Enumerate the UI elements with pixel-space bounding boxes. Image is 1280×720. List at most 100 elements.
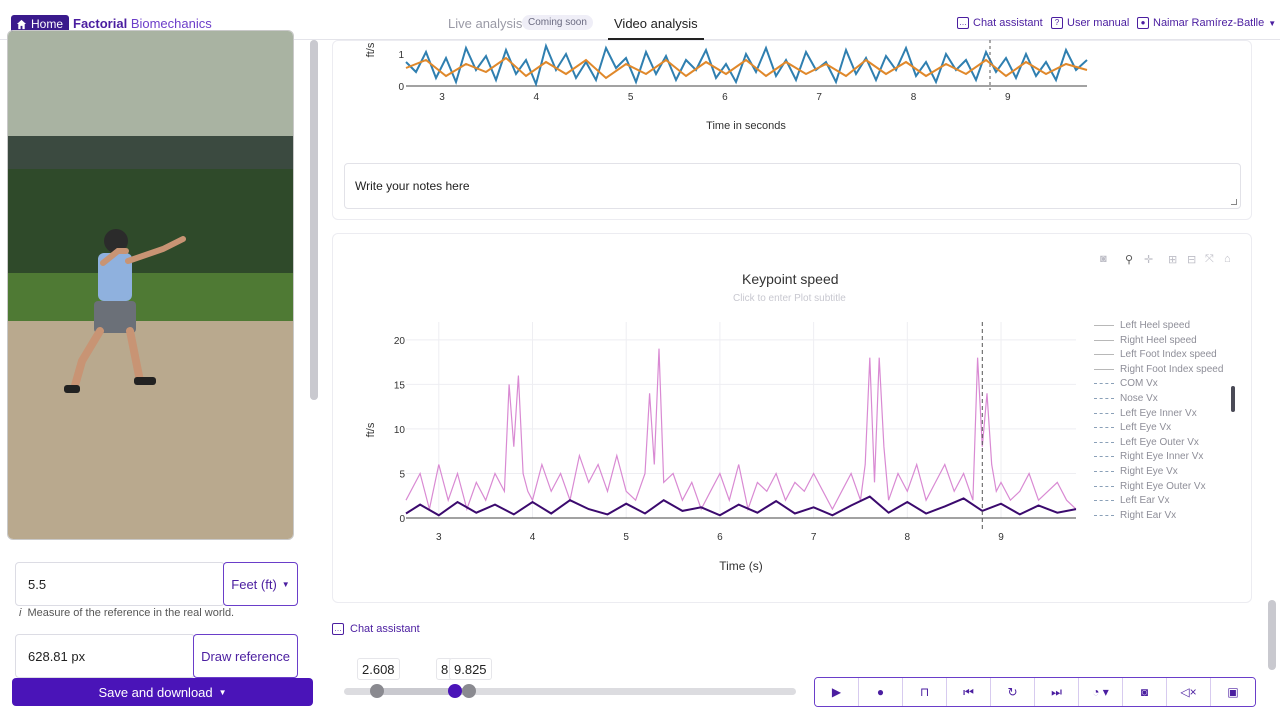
legend-label: Left Eye Outer Vx bbox=[1120, 436, 1199, 448]
chevron-down-icon: ▼ bbox=[1268, 18, 1277, 28]
legend-item[interactable]: Right Eye Inner Vx bbox=[1094, 451, 1203, 462]
legend-item[interactable]: Nose Vx bbox=[1094, 393, 1158, 404]
x-tick-label: 7 bbox=[811, 532, 817, 543]
timeline-start-handle[interactable] bbox=[370, 684, 384, 698]
user-name: Naimar Ramírez-Batlle bbox=[1153, 17, 1265, 29]
unit-select[interactable]: Feet (ft) ▼ bbox=[223, 562, 298, 606]
top-chart-series-blue bbox=[405, 42, 1088, 88]
legend-swatch bbox=[1094, 354, 1114, 356]
draw-reference-button[interactable]: Draw reference bbox=[193, 634, 298, 678]
notes-textarea[interactable]: Write your notes here bbox=[344, 163, 1241, 209]
legend-label: Left Ear Vx bbox=[1120, 495, 1170, 507]
skip-back-button[interactable]: ⏮ bbox=[947, 678, 991, 706]
legend-label: Left Foot Index speed bbox=[1120, 349, 1217, 361]
screenshot-button[interactable]: ◙ bbox=[1123, 678, 1167, 706]
video-eave bbox=[8, 136, 293, 169]
legend-swatch bbox=[1094, 456, 1114, 458]
notes-placeholder: Write your notes here bbox=[355, 179, 470, 193]
user-menu[interactable]: ● Naimar Ramírez-Batlle ▼ bbox=[1137, 17, 1276, 29]
legend-label: Right Heel speed bbox=[1120, 334, 1197, 346]
legend-swatch bbox=[1094, 485, 1114, 487]
zoom-out-icon[interactable]: ⊟ bbox=[1187, 254, 1197, 266]
video-frame[interactable] bbox=[7, 30, 294, 540]
mute-icon: ◁× bbox=[1180, 685, 1197, 699]
zoom-in-icon[interactable]: ⊞ bbox=[1168, 254, 1178, 266]
legend-item[interactable]: Left Eye Vx bbox=[1094, 422, 1171, 433]
chart-title: Keypoint speed bbox=[742, 271, 839, 287]
legend-label: Right Eye Vx bbox=[1120, 466, 1178, 477]
top-chart-xtick: 3 bbox=[439, 92, 445, 103]
legend-item[interactable]: Right Foot Index speed bbox=[1094, 364, 1223, 375]
chat-assistant-link[interactable]: … Chat assistant bbox=[957, 17, 1043, 29]
camera-icon[interactable]: ◙ bbox=[1100, 253, 1107, 265]
home-button[interactable]: Home bbox=[11, 15, 70, 33]
tab-video-analysis[interactable]: Video analysis bbox=[608, 12, 704, 40]
autoscale-icon[interactable]: ⤧ bbox=[1205, 253, 1214, 265]
legend-item[interactable]: Left Foot Index speed bbox=[1094, 349, 1217, 360]
legend-item[interactable]: Right Eye Outer Vx bbox=[1094, 481, 1206, 492]
legend-item[interactable]: Left Eye Outer Vx bbox=[1094, 437, 1199, 448]
pan-icon[interactable]: ✛ bbox=[1144, 254, 1154, 266]
top-chart-xtick: 9 bbox=[1005, 92, 1011, 103]
chat-icon: … bbox=[332, 623, 344, 635]
chart-ticks: 0 5 10 15 20 3 4 5 6 7 8 9 bbox=[394, 336, 1004, 543]
legend-item[interactable]: COM Vx bbox=[1094, 378, 1158, 389]
brand-name-a: Factorial bbox=[73, 16, 128, 31]
unlock-icon: ⊓ bbox=[919, 685, 930, 699]
timeline-track[interactable] bbox=[344, 688, 796, 695]
top-chart-xtick: 8 bbox=[911, 92, 917, 103]
legend-label: Nose Vx bbox=[1120, 393, 1158, 404]
legend-swatch bbox=[1094, 383, 1114, 385]
play-icon: ▶ bbox=[831, 685, 842, 699]
unlock-button[interactable]: ⊓ bbox=[903, 678, 947, 706]
tab-live-analysis[interactable]: Live analysis bbox=[448, 16, 523, 31]
help-icon: ? bbox=[1051, 17, 1063, 29]
legend-swatch bbox=[1094, 441, 1114, 443]
x-tick-label: 6 bbox=[717, 532, 723, 543]
replay-button[interactable]: ↻ bbox=[991, 678, 1035, 706]
keypoint-speed-chart[interactable]: 0 5 10 15 20 3 4 5 6 7 8 9 ft/s Time (s) bbox=[360, 318, 1090, 580]
info-icon: i bbox=[19, 607, 22, 619]
record-icon: ● bbox=[876, 685, 885, 699]
legend-label: Right Ear Vx bbox=[1120, 509, 1177, 521]
chat-assistant-bottom[interactable]: … Chat assistant bbox=[332, 623, 420, 635]
record-button[interactable]: ● bbox=[859, 678, 903, 706]
picture-in-picture-button[interactable]: ▣ bbox=[1211, 678, 1255, 706]
legend-scrollbar[interactable] bbox=[1231, 386, 1235, 412]
legend-item[interactable]: Right Ear Vx bbox=[1094, 510, 1176, 521]
playback-speed-button[interactable]: ◔ ▾ bbox=[1079, 678, 1123, 706]
mute-button[interactable]: ◁× bbox=[1167, 678, 1211, 706]
right-scrollbar[interactable] bbox=[1268, 600, 1276, 670]
user-manual-link[interactable]: ? User manual bbox=[1051, 17, 1129, 29]
reference-measure-input[interactable]: 5.5 bbox=[15, 562, 225, 606]
save-and-download-button[interactable]: Save and download ▼ bbox=[12, 678, 313, 706]
legend-label: Left Eye Inner Vx bbox=[1120, 407, 1197, 419]
user-icon: ● bbox=[1137, 17, 1149, 29]
resize-handle-icon[interactable] bbox=[1231, 199, 1237, 205]
chart-subtitle[interactable]: Click to enter Plot subtitle bbox=[733, 293, 846, 304]
left-scrollbar[interactable] bbox=[310, 40, 318, 400]
skip-forward-button[interactable]: ⏭ bbox=[1035, 678, 1079, 706]
legend-swatch bbox=[1094, 471, 1114, 472]
play-button[interactable]: ▶ bbox=[815, 678, 859, 706]
legend-item[interactable]: Left Eye Inner Vx bbox=[1094, 408, 1197, 419]
skip-back-icon: ⏮ bbox=[963, 684, 974, 699]
zoom-icon[interactable]: ⚲ bbox=[1125, 254, 1134, 266]
legend-item[interactable]: Left Ear Vx bbox=[1094, 495, 1169, 506]
timeline-end-handle[interactable] bbox=[462, 684, 476, 698]
top-chart-ytick-1: 1 bbox=[398, 50, 404, 61]
brand-logo[interactable]: Factorial Biomechanics bbox=[73, 16, 212, 31]
timeline-current-handle[interactable] bbox=[448, 684, 462, 698]
legend-label: Right Foot Index speed bbox=[1120, 363, 1224, 375]
reset-home-icon[interactable]: ⌂ bbox=[1224, 253, 1231, 265]
left-scrollbar-thumb[interactable] bbox=[310, 40, 318, 400]
y-tick-label: 10 bbox=[394, 425, 406, 436]
home-icon bbox=[16, 19, 27, 29]
legend-item[interactable]: Left Heel speed bbox=[1094, 320, 1190, 331]
y-tick-label: 20 bbox=[394, 336, 406, 347]
legend-item[interactable]: Right Heel speed bbox=[1094, 335, 1197, 346]
legend-swatch bbox=[1094, 514, 1114, 516]
legend-item[interactable]: Right Eye Vx bbox=[1094, 466, 1178, 477]
measure-hint: i Measure of the reference in the real wo… bbox=[19, 607, 234, 619]
top-chart-ylabel: ft/s bbox=[365, 42, 377, 57]
